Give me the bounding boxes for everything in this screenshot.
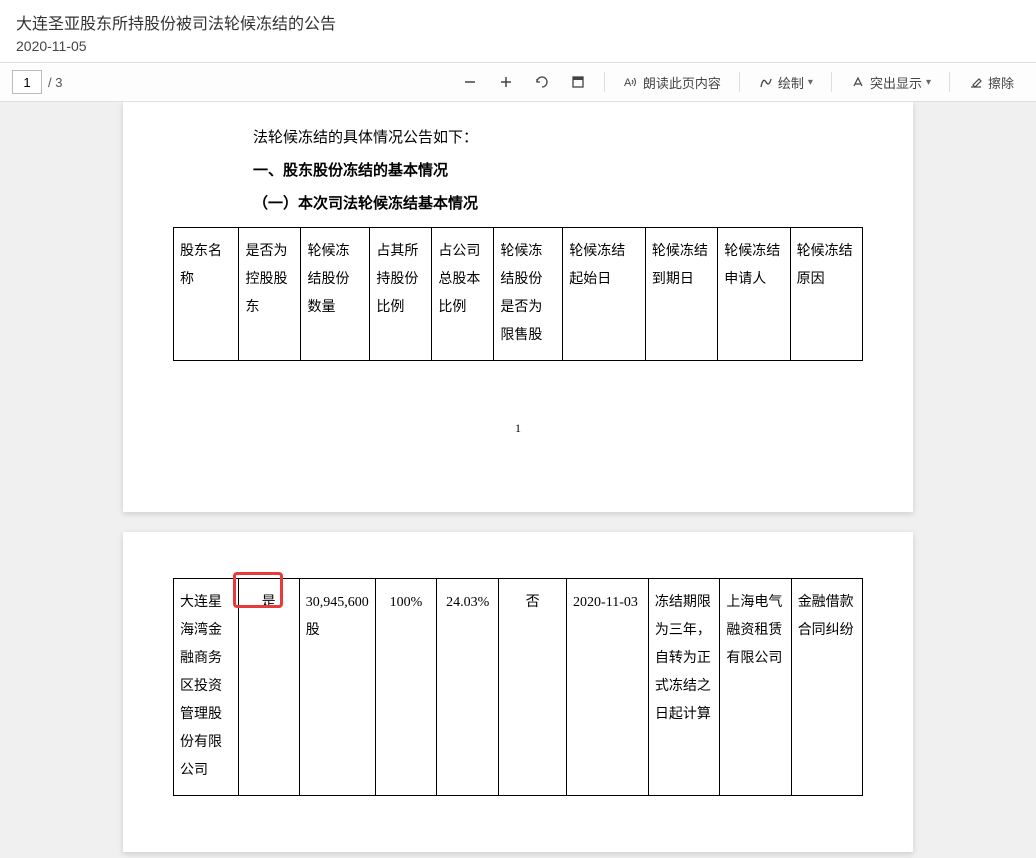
zoom-out-button[interactable]	[456, 68, 484, 96]
intro-line: 法轮候冻结的具体情况公告如下：	[223, 122, 863, 155]
table-data-row: 大连星海湾金融商务区投资管理股份有限公司是30,945,600股100%24.0…	[174, 579, 863, 796]
chevron-down-icon: ▾	[808, 77, 813, 88]
document-header: 大连圣亚股东所持股份被司法轮候冻结的公告 2020-11-05	[0, 0, 1036, 62]
rotate-icon	[534, 74, 550, 90]
table-data-cell: 金融借款合同纠纷	[791, 579, 862, 796]
toolbar-separator	[739, 72, 740, 92]
highlight-label: 突出显示	[870, 73, 922, 92]
erase-icon	[968, 74, 984, 90]
fit-icon	[570, 74, 586, 90]
pdf-page-2: 大连星海湾金融商务区投资管理股份有限公司是30,945,600股100%24.0…	[123, 532, 913, 852]
table-header-cell: 轮候冻结到期日	[645, 228, 717, 361]
highlight-button[interactable]: 突出显示 ▾	[844, 68, 937, 96]
erase-button[interactable]: 擦除	[962, 68, 1020, 96]
highlight-icon	[850, 74, 866, 90]
document-date: 2020-11-05	[16, 38, 1020, 54]
table-header-cell: 轮候冻结股份数量	[301, 228, 370, 361]
svg-text:A: A	[624, 77, 632, 89]
rotate-button[interactable]	[528, 68, 556, 96]
read-aloud-icon: A	[623, 74, 639, 90]
pdf-toolbar: / 3 A 朗读此页内容 绘制 ▾ 突出显示 ▾ 擦除	[0, 62, 1036, 102]
table-header-cell: 占其所持股份比例	[370, 228, 432, 361]
table-header-cell: 是否为控股股东	[239, 228, 301, 361]
minus-icon	[462, 74, 478, 90]
erase-label: 擦除	[988, 73, 1014, 92]
draw-button[interactable]: 绘制 ▾	[752, 68, 819, 96]
table-header-row: 股东名称是否为控股股东轮候冻结股份数量占其所持股份比例占公司总股本比例轮候冻结股…	[174, 228, 863, 361]
draw-icon	[758, 74, 774, 90]
table-data-cell: 30,945,600股	[299, 579, 375, 796]
table-header-cell: 轮候冻结原因	[790, 228, 862, 361]
table-data-cell: 2020-11-03	[567, 579, 649, 796]
page-number: 1	[173, 421, 863, 436]
fit-page-button[interactable]	[564, 68, 592, 96]
zoom-in-button[interactable]	[492, 68, 520, 96]
table-data-cell: 冻结期限为三年，自转为正式冻结之日起计算	[648, 579, 720, 796]
draw-label: 绘制	[778, 73, 804, 92]
pdf-page-1: 法轮候冻结的具体情况公告如下： 一、股东股份冻结的基本情况 （一）本次司法轮候冻…	[123, 102, 913, 512]
section-1-title: 一、股东股份冻结的基本情况	[223, 155, 863, 188]
page-total-label: / 3	[48, 75, 62, 90]
section-1-sub: （一）本次司法轮候冻结基本情况	[223, 188, 863, 221]
toolbar-separator	[949, 72, 950, 92]
read-aloud-button[interactable]: A 朗读此页内容	[617, 68, 727, 96]
table-header-cell: 轮候冻结股份是否为限售股	[494, 228, 563, 361]
table-data-cell: 大连星海湾金融商务区投资管理股份有限公司	[174, 579, 239, 796]
table-data-cell: 上海电气融资租赁有限公司	[720, 579, 791, 796]
plus-icon	[498, 74, 514, 90]
page-number-input[interactable]	[12, 70, 42, 94]
freeze-table-body: 大连星海湾金融商务区投资管理股份有限公司是30,945,600股100%24.0…	[173, 578, 863, 796]
freeze-table-header: 股东名称是否为控股股东轮候冻结股份数量占其所持股份比例占公司总股本比例轮候冻结股…	[173, 227, 863, 361]
table-data-cell: 是	[238, 579, 299, 796]
table-data-cell: 否	[499, 579, 567, 796]
read-aloud-label: 朗读此页内容	[643, 73, 721, 92]
pdf-viewer[interactable]: 法轮候冻结的具体情况公告如下： 一、股东股份冻结的基本情况 （一）本次司法轮候冻…	[0, 102, 1036, 858]
toolbar-separator	[604, 72, 605, 92]
toolbar-separator	[831, 72, 832, 92]
table-header-cell: 轮候冻结起始日	[563, 228, 646, 361]
chevron-down-icon: ▾	[926, 77, 931, 88]
table-header-cell: 占公司总股本比例	[432, 228, 494, 361]
table-data-cell: 24.03%	[437, 579, 499, 796]
document-title: 大连圣亚股东所持股份被司法轮候冻结的公告	[16, 10, 1020, 34]
table-header-cell: 股东名称	[174, 228, 239, 361]
table-header-cell: 轮候冻结申请人	[718, 228, 790, 361]
table-data-cell: 100%	[375, 579, 437, 796]
